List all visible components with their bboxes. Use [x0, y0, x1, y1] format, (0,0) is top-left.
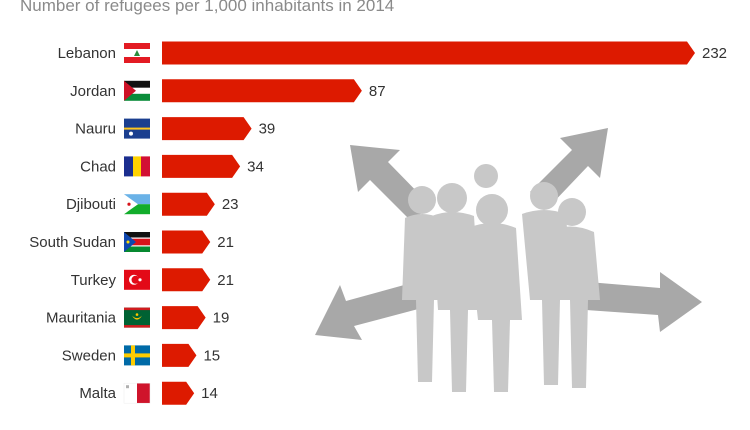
bar [162, 117, 252, 141]
bar [162, 268, 211, 292]
category-label: Mauritania [46, 310, 117, 327]
bar [162, 343, 197, 367]
bar [162, 306, 206, 330]
category-label: Turkey [71, 272, 117, 289]
sweden-flag-icon [124, 345, 150, 366]
bar [162, 192, 215, 216]
value-label: 232 [702, 45, 727, 62]
nauru-flag-icon [124, 118, 150, 139]
value-label: 34 [247, 158, 264, 175]
category-label: Nauru [75, 121, 116, 138]
bar [162, 154, 241, 178]
djibouti-flag-icon [124, 194, 150, 215]
turkey-flag-icon [124, 269, 150, 290]
refugee-family-silhouette-with-arrows-icon [315, 128, 702, 392]
bar [162, 381, 195, 405]
category-label: Chad [80, 158, 116, 175]
people-silhouettes [402, 164, 600, 392]
bar [162, 41, 695, 65]
category-label: Djibouti [66, 196, 116, 213]
malta-flag-icon [123, 382, 151, 404]
category-label: Jordan [70, 83, 116, 100]
value-label: 19 [213, 310, 230, 327]
category-label: Malta [79, 385, 116, 402]
chad-flag-icon [124, 156, 150, 177]
value-label: 23 [222, 196, 239, 213]
south-sudan-flag-icon [124, 232, 150, 252]
jordan-flag-icon [124, 80, 150, 101]
value-label: 21 [217, 272, 234, 289]
mauritania-flag-icon [124, 307, 150, 328]
bar [162, 230, 211, 254]
value-label: 39 [259, 121, 276, 138]
lebanon-flag-icon [124, 43, 150, 63]
value-label: 21 [217, 234, 234, 251]
value-label: 87 [369, 83, 386, 100]
category-label: Sweden [62, 347, 116, 364]
chart-subtitle: Number of refugees per 1,000 inhabitants… [20, 0, 395, 15]
category-label: South Sudan [29, 234, 116, 251]
bar [162, 79, 362, 103]
value-label: 14 [201, 385, 218, 402]
value-label: 15 [203, 347, 220, 364]
category-label: Lebanon [58, 45, 116, 62]
